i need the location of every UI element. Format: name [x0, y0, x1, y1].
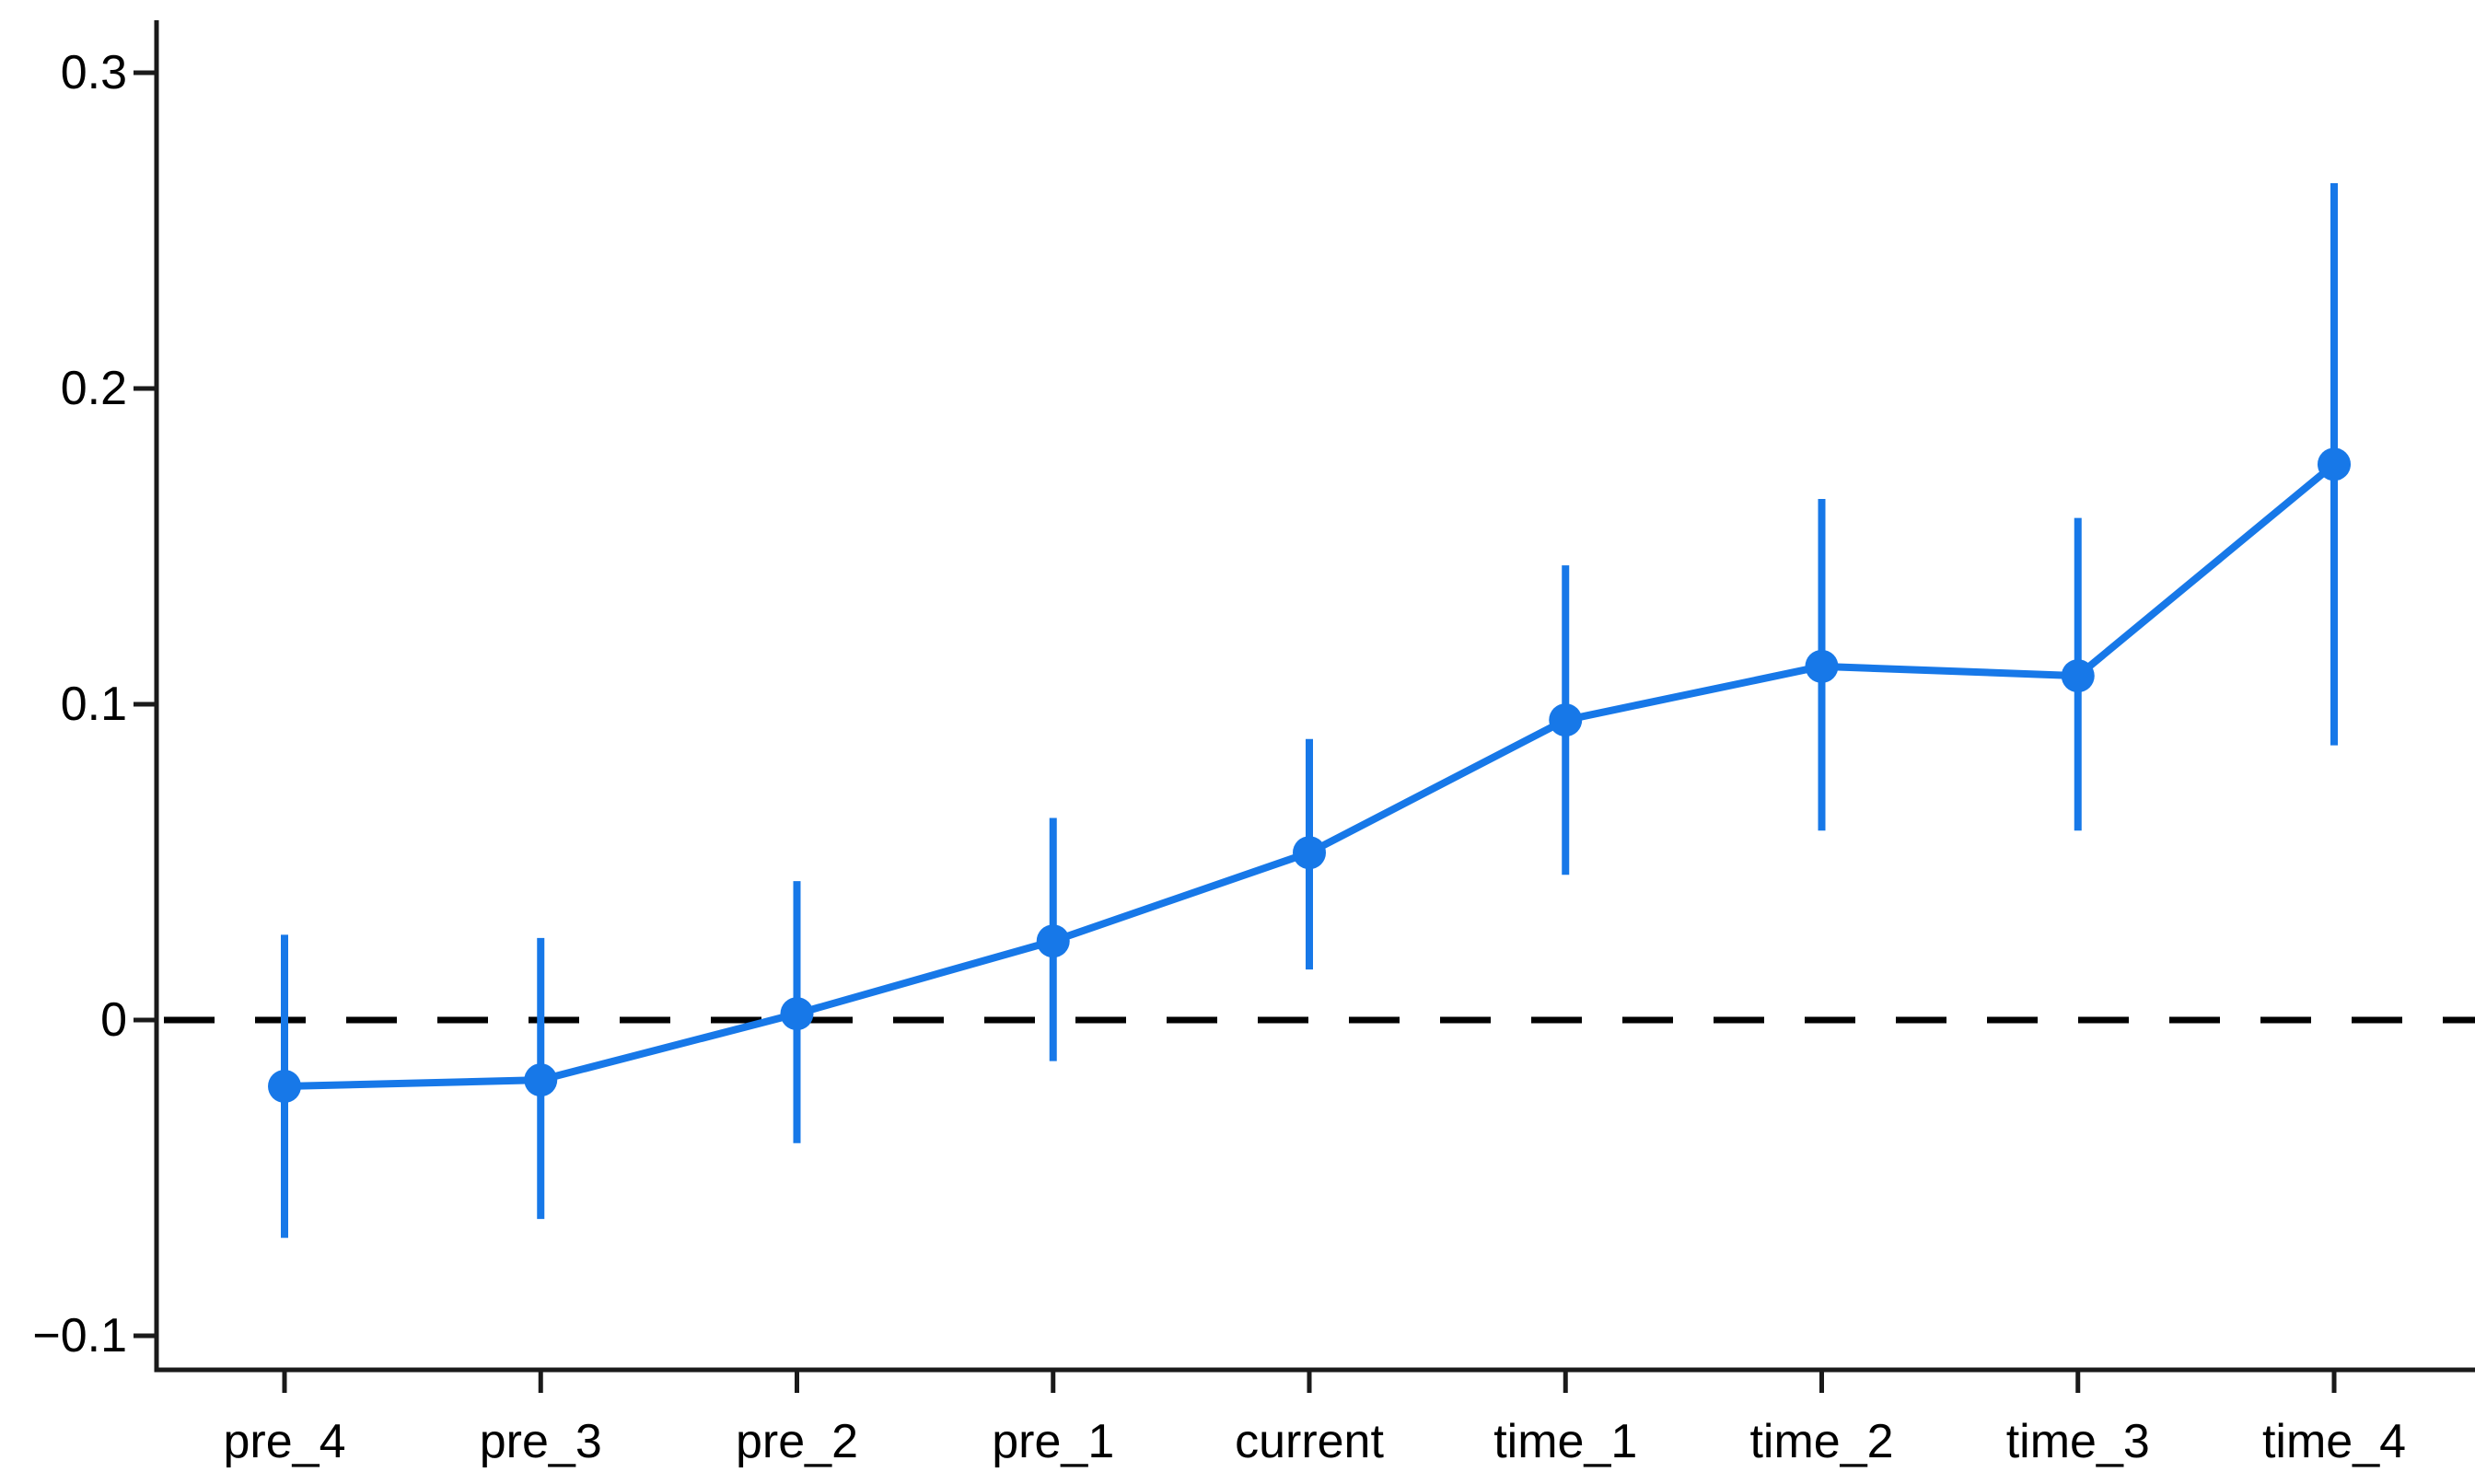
x-tick-label: pre_1: [992, 1415, 1114, 1468]
x-tick-label: current: [1235, 1415, 1384, 1468]
estimate-data-point: [1293, 836, 1326, 870]
y-tick-label: −0.1: [32, 1309, 127, 1362]
x-tick-label: time_4: [2262, 1415, 2406, 1468]
estimate-data-point: [780, 997, 814, 1031]
x-tick-label: pre_4: [224, 1415, 346, 1468]
x-tick-label: pre_2: [736, 1415, 858, 1468]
y-tick-label: 0.1: [61, 678, 127, 731]
estimate-data-point: [268, 1070, 301, 1104]
estimate-data-point: [1549, 703, 1583, 737]
x-tick-label: time_2: [1749, 1415, 1893, 1468]
y-tick-label: 0: [100, 993, 127, 1047]
x-tick-label: time_1: [1493, 1415, 1637, 1468]
estimate-data-point: [2061, 659, 2095, 693]
estimate-data-point: [1036, 924, 1070, 958]
estimate-data-point: [2318, 447, 2351, 481]
y-tick-label: 0.3: [61, 46, 127, 99]
estimate-data-point: [1805, 649, 1839, 683]
y-tick-label: 0.2: [61, 362, 127, 415]
estimate-data-point: [524, 1063, 558, 1097]
x-tick-label: time_3: [2006, 1415, 2150, 1468]
x-tick-label: pre_3: [480, 1415, 602, 1468]
